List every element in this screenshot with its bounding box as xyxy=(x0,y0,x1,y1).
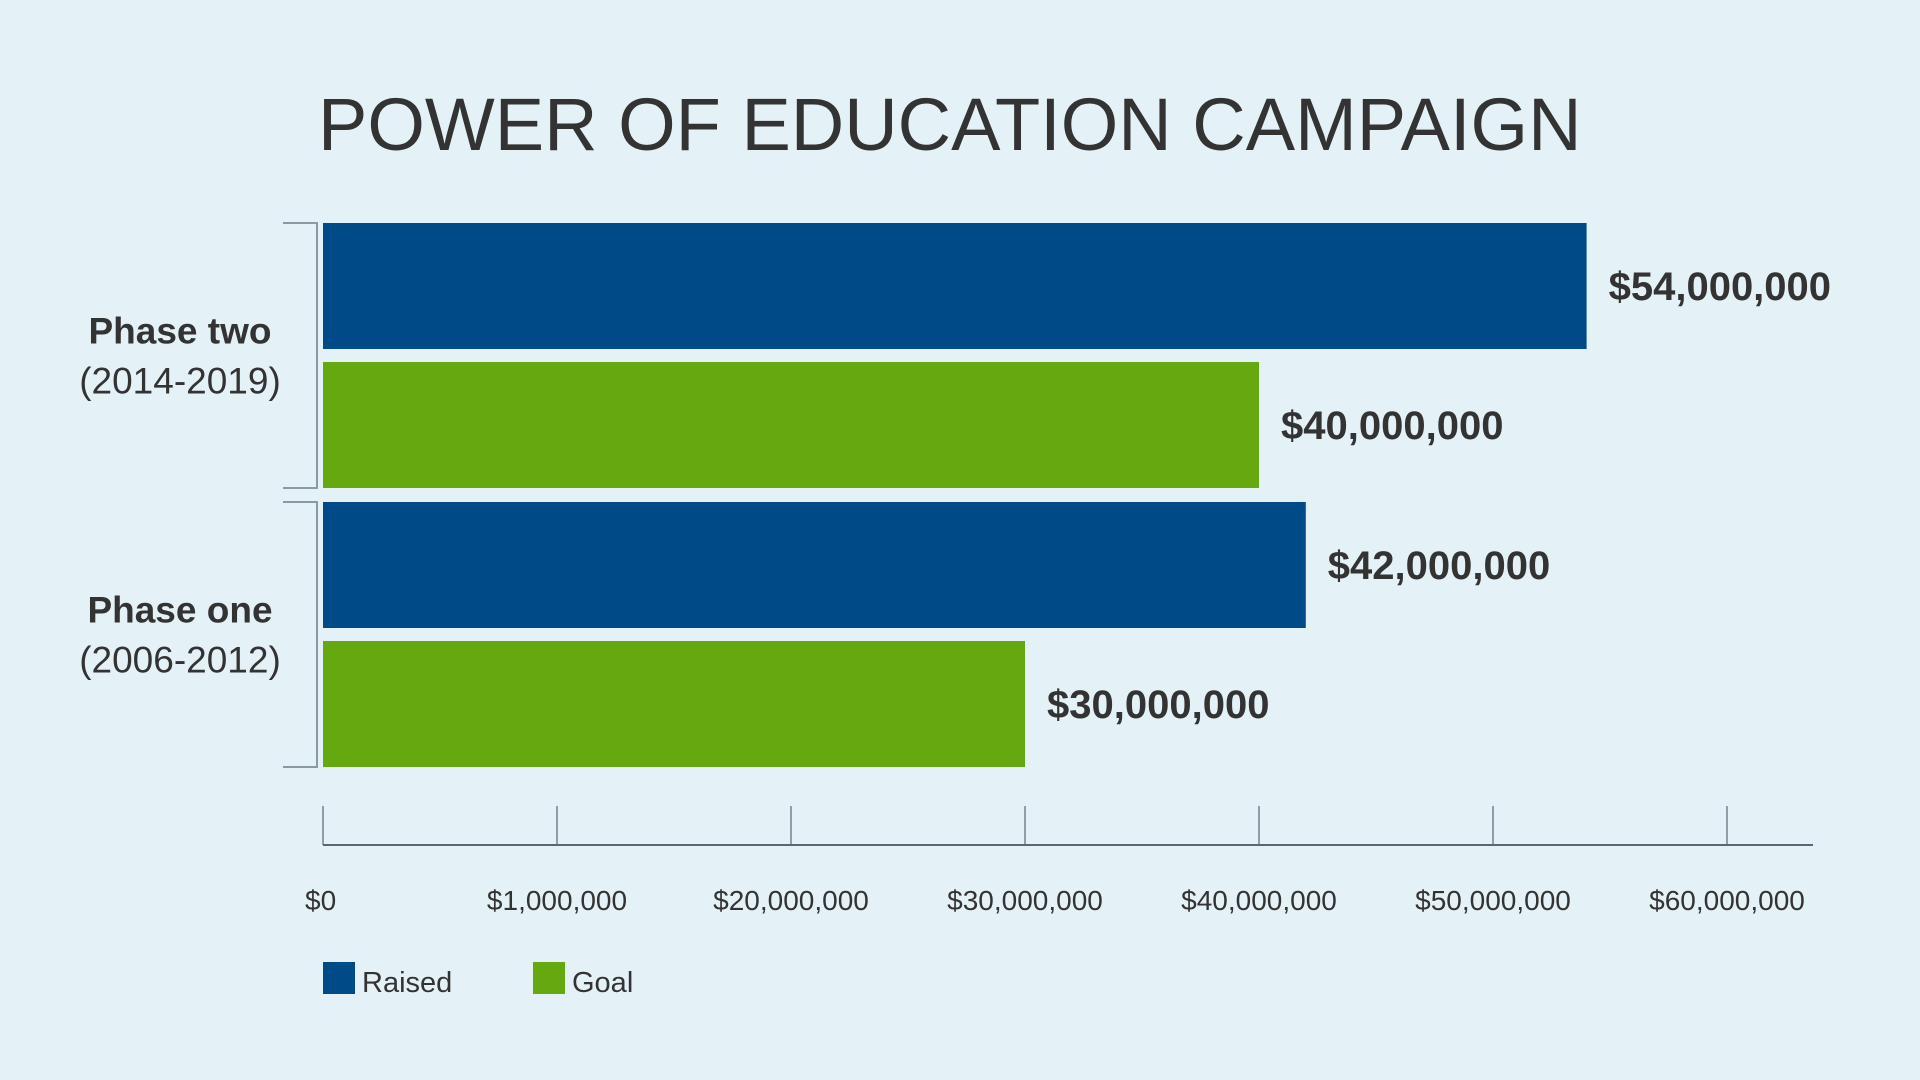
legend-label: Goal xyxy=(572,967,633,999)
x-tick-label: $40,000,000 xyxy=(1181,885,1337,916)
legend-label: Raised xyxy=(362,967,452,999)
x-tick-label: $30,000,000 xyxy=(947,885,1103,916)
bar-raised xyxy=(323,223,1587,349)
x-tick-label: $60,000,000 xyxy=(1649,885,1805,916)
chart-title: POWER OF EDUCATION CAMPAIGN xyxy=(318,83,1582,166)
category-label: Phase two xyxy=(89,311,272,352)
bar-value-label: $30,000,000 xyxy=(1047,683,1269,727)
legend-swatch-raised xyxy=(323,962,355,994)
category-label: Phase one xyxy=(87,590,272,631)
x-tick-label: $1,000,000 xyxy=(487,885,627,916)
x-tick-label: $20,000,000 xyxy=(713,885,869,916)
category-years: (2014-2019) xyxy=(79,361,281,402)
x-tick-label: $0 xyxy=(305,885,336,916)
category-bracket xyxy=(283,501,318,768)
category-years: (2006-2012) xyxy=(79,640,281,681)
x-tick-label: $50,000,000 xyxy=(1415,885,1571,916)
bar-value-label: $42,000,000 xyxy=(1328,544,1550,588)
category-bracket xyxy=(283,222,318,489)
bar-goal xyxy=(323,362,1259,488)
bar-value-label: $40,000,000 xyxy=(1281,404,1503,448)
bar-raised xyxy=(323,502,1306,628)
legend-swatch-goal xyxy=(533,962,565,994)
bar-goal xyxy=(323,641,1025,767)
bar-value-label: $54,000,000 xyxy=(1609,265,1831,309)
